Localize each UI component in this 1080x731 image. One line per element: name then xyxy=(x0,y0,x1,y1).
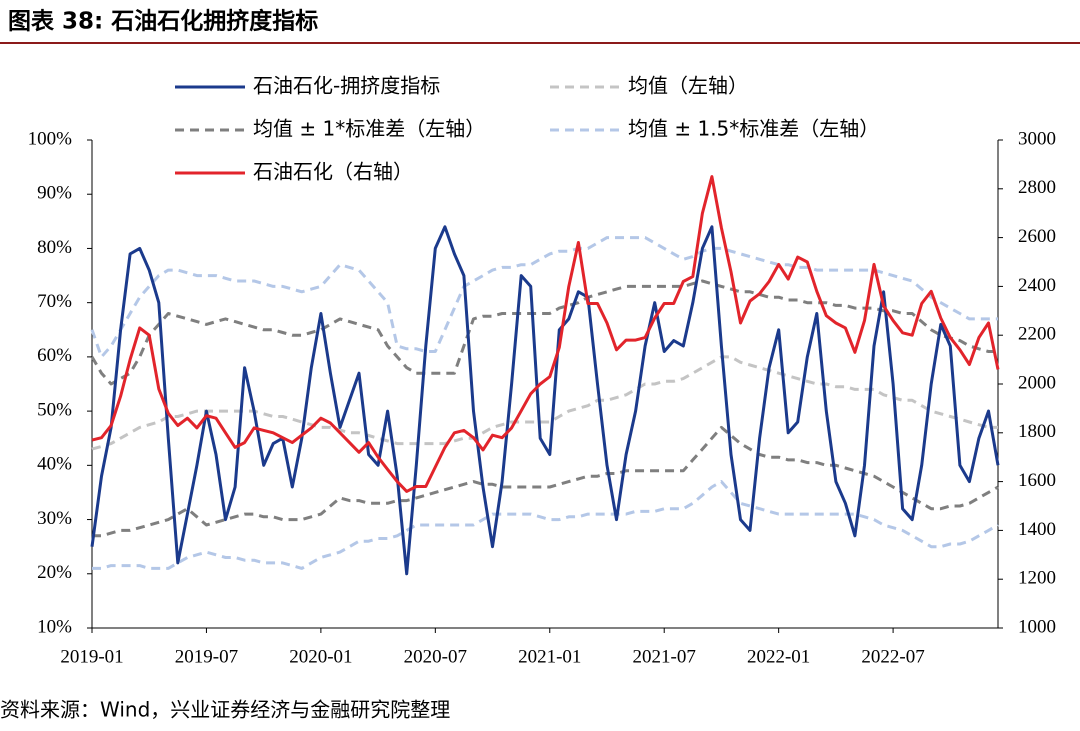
chart-title: 图表 38: 石油石化拥挤度指标 xyxy=(8,8,318,35)
series-line xyxy=(91,175,1000,493)
y-tick-label: 20% xyxy=(37,562,72,583)
x-tick-label: 2022-07 xyxy=(861,646,924,667)
x-tick-label: 2020-07 xyxy=(404,646,467,667)
y2-tick-label: 2600 xyxy=(1018,226,1056,247)
y2-tick-label: 3000 xyxy=(1018,128,1056,149)
y2-tick-label: 1800 xyxy=(1018,421,1056,442)
y-tick-label: 40% xyxy=(37,454,72,475)
y2-tick-label: 1200 xyxy=(1018,568,1056,589)
legend-label: 石油石化-拥挤度指标 xyxy=(253,74,440,98)
source-note: 资料来源：Wind，兴业证券经济与金融研究院整理 xyxy=(0,698,450,722)
series-line xyxy=(92,480,999,570)
x-tick-label: 2019-01 xyxy=(60,646,123,667)
y-tick-label: 50% xyxy=(37,399,72,420)
series-line xyxy=(90,236,998,359)
y2-tick-label: 1400 xyxy=(1018,519,1056,540)
y-tick-label: 60% xyxy=(37,345,72,366)
y-tick-label: 90% xyxy=(37,183,72,204)
y2-tick-label: 1000 xyxy=(1018,616,1056,637)
series-line xyxy=(91,355,998,451)
legend-label: 石油石化（右轴） xyxy=(253,160,413,184)
x-tick-label: 2020-01 xyxy=(289,646,352,667)
y-tick-label: 80% xyxy=(37,237,72,258)
y-tick-label: 10% xyxy=(37,616,72,637)
y-tick-label: 100% xyxy=(28,128,73,149)
y-tick-label: 30% xyxy=(37,508,72,529)
legend-label: 均值 ± 1.5*标准差（左轴） xyxy=(628,117,879,141)
y2-tick-label: 2000 xyxy=(1018,372,1056,393)
y2-tick-label: 2200 xyxy=(1018,324,1056,345)
series-line xyxy=(92,425,999,538)
series-line xyxy=(90,279,998,386)
x-tick-label: 2021-07 xyxy=(633,646,696,667)
series-line xyxy=(90,225,1000,576)
x-tick-label: 2021-01 xyxy=(518,646,581,667)
y-tick-label: 70% xyxy=(37,291,72,312)
legend-label: 均值（左轴） xyxy=(628,74,748,98)
y2-tick-label: 2400 xyxy=(1018,275,1056,296)
y2-tick-label: 1600 xyxy=(1018,470,1056,491)
legend-label: 均值 ± 1*标准差（左轴） xyxy=(253,117,485,141)
x-tick-label: 2019-07 xyxy=(175,646,238,667)
y2-tick-label: 2800 xyxy=(1018,177,1056,198)
x-tick-label: 2022-01 xyxy=(747,646,810,667)
